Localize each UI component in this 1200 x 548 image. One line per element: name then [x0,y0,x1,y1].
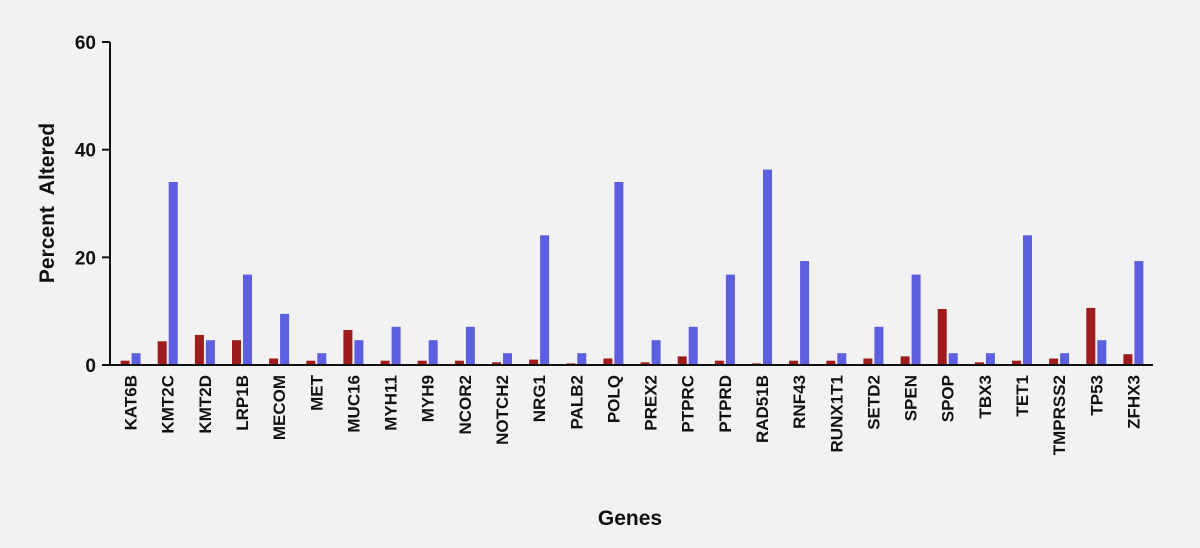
x-tick-label-kmt2c: KMT2C [159,375,178,434]
x-tick-label-prex2: PREX2 [642,375,661,431]
bar-polq-series-2 [614,182,624,365]
x-tick-label-spen: SPEN [902,375,921,421]
bar-ptprc-series-2 [688,326,698,365]
bar-tp53-series-1 [1086,307,1096,365]
bar-ptprd-series-1 [714,360,724,365]
x-tick-label-kmt2d: KMT2D [196,375,215,434]
y-tick-label: 60 [75,33,96,54]
x-tick-label-lrp1b: LRP1B [233,375,252,431]
x-tick-label-muc16: MUC16 [344,375,363,433]
x-tick-label-tmprss2: TMPRSS2 [1050,375,1069,455]
bar-rnf43-series-1 [789,360,799,365]
y-tick-label: 20 [75,248,96,269]
bar-rnf43-series-2 [800,261,810,365]
y-axis-ticks: 0 20 40 60 [75,33,110,377]
bar-nrg1-series-2 [540,235,550,365]
x-tick-label-tet1: TET1 [1013,375,1032,417]
bar-tet1-series-2 [1023,235,1032,365]
bar-prex2-series-2 [651,340,661,365]
x-tick-label-notch2: NOTCH2 [493,375,512,445]
bar-tbx3-series-2 [985,353,995,365]
bar-ptprc-series-1 [677,356,687,365]
bar-kmt2d-series-2 [205,340,215,365]
bar-myh9-series-2 [428,340,438,365]
bar-myh11-series-1 [380,360,390,365]
x-tick-label-spop: SPOP [939,375,958,422]
bar-kmt2c-series-1 [157,341,167,365]
x-tick-label-mecom: MECOM [270,375,289,440]
bar-notch2-series-1 [492,362,501,365]
x-tick-label-tp53: TP53 [1087,375,1106,416]
x-tick-label-ptprc: PTPRC [679,375,698,433]
bar-kat6b-series-1 [120,360,130,365]
bar-prex2-series-1 [640,362,650,365]
x-tick-label-palb2: PALB2 [567,375,586,429]
x-tick-label-zfhx3: ZFHX3 [1124,375,1143,429]
bar-lrp1b-series-2 [243,274,252,365]
bar-ncor2-series-2 [465,326,475,365]
bar-palb2-series-2 [577,353,587,365]
bar-tbx3-series-1 [974,362,984,365]
bars-group [120,169,1144,365]
bar-myh11-series-2 [391,326,401,365]
bar-rad51b-series-2 [763,169,772,365]
x-axis-ticks: KAT6B KMT2C KMT2D LRP1B MECOM MET MUC16 MYH11 MY… [122,374,1144,455]
bar-ptprd-series-2 [725,274,735,365]
bar-mecom-series-1 [269,358,279,365]
bar-kat6b-series-2 [131,353,141,365]
x-tick-label-polq: POLQ [604,375,623,423]
bar-runx1t1-series-1 [826,360,836,365]
bar-zfhx3-series-1 [1123,354,1133,365]
bar-met-series-1 [306,360,316,365]
x-axis-label: Genes [598,507,662,530]
x-tick-label-tbx3: TBX3 [976,375,995,418]
bar-notch2-series-2 [503,353,512,365]
y-axis-label: Percent Altered [36,123,59,283]
bar-runx1t1-series-2 [837,353,847,365]
x-tick-label-setd2: SETD2 [864,375,883,430]
bar-nrg1-series-1 [529,359,539,365]
bar-mecom-series-2 [280,313,290,365]
bar-muc16-series-1 [343,330,353,365]
bar-spop-series-1 [937,309,947,365]
bar-met-series-2 [317,353,327,365]
x-tick-label-met: MET [307,374,326,411]
bar-tmprss2-series-2 [1060,353,1070,365]
bar-zfhx3-series-2 [1134,261,1144,365]
y-tick-label: 40 [75,141,96,162]
bar-myh9-series-1 [417,360,427,365]
bar-spen-series-2 [911,274,921,365]
bar-polq-series-1 [603,358,613,365]
bar-spen-series-1 [900,356,910,365]
x-tick-label-myh11: MYH11 [382,375,401,431]
x-tick-label-ncor2: NCOR2 [456,375,475,435]
x-tick-label-ptprd: PTPRD [716,375,735,433]
bar-ncor2-series-1 [454,360,464,365]
bar-muc16-series-2 [354,340,364,365]
x-tick-label-kat6b: KAT6B [122,375,141,430]
y-tick-label: 0 [85,356,96,377]
x-tick-label-nrg1: NRG1 [530,375,549,422]
x-tick-label-myh9: MYH9 [419,375,438,422]
x-tick-label-rnf43: RNF43 [790,375,809,429]
bar-kmt2c-series-2 [168,182,178,365]
bar-spop-series-2 [948,353,958,365]
x-tick-label-rad51b: RAD51B [753,375,772,443]
bar-setd2-series-2 [874,326,884,365]
bar-tet1-series-1 [1012,360,1021,365]
x-tick-label-runx1t1: RUNX1T1 [827,375,846,452]
bar-kmt2d-series-1 [194,334,204,365]
bar-tp53-series-2 [1097,340,1107,365]
bar-setd2-series-1 [863,358,873,365]
bar-lrp1b-series-1 [232,340,241,365]
bar-tmprss2-series-1 [1049,358,1059,365]
